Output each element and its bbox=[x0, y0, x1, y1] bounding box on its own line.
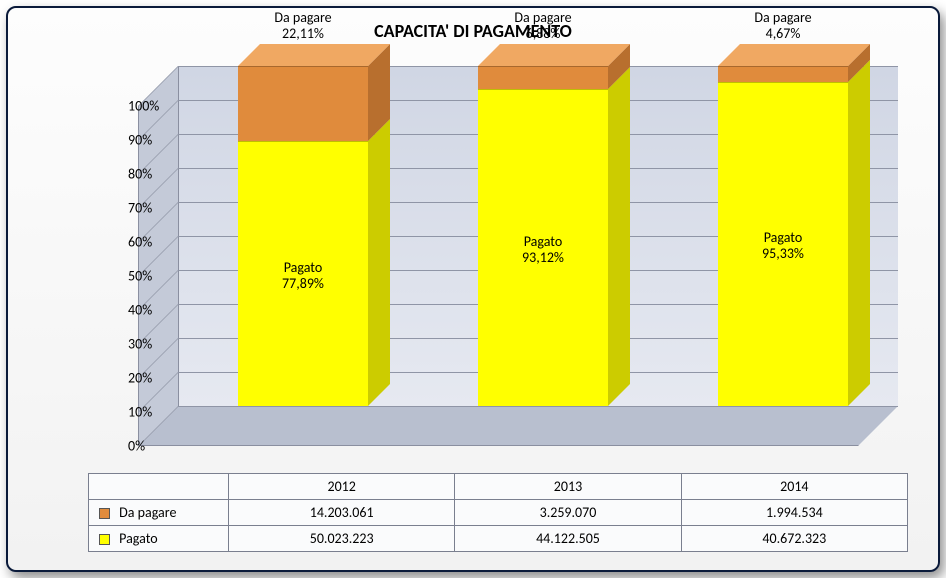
bar-segment-side bbox=[368, 119, 390, 406]
cell-pagato-2013: 44.122.505 bbox=[455, 526, 681, 552]
table-col-2014: 2014 bbox=[681, 474, 907, 500]
cell-da-pagare-2013: 3.259.070 bbox=[455, 500, 681, 526]
bar-segment-top bbox=[718, 44, 870, 66]
table-row-pagato: Pagato 50.023.223 44.122.505 40.672.323 bbox=[89, 526, 908, 552]
bar-segment-top bbox=[478, 44, 630, 66]
bar-segment bbox=[478, 66, 608, 89]
gridline bbox=[178, 406, 898, 407]
chart-container: CAPACITA' DI PAGAMENTO 0%10%20%30%40%50%… bbox=[6, 6, 940, 572]
table-row-da-pagare: Da pagare 14.203.061 3.259.070 1.994.534 bbox=[89, 500, 908, 526]
bar-segment-top bbox=[238, 44, 390, 66]
cell-da-pagare-2012: 14.203.061 bbox=[229, 500, 455, 526]
bar-segment bbox=[478, 89, 608, 406]
bar-group: Pagato77,89%Da pagare22,11% bbox=[238, 66, 368, 406]
cell-da-pagare-2014: 1.994.534 bbox=[681, 500, 907, 526]
cell-pagato-2014: 40.672.323 bbox=[681, 526, 907, 552]
swatch-pagato bbox=[99, 534, 110, 545]
legend-pagato: Pagato bbox=[89, 526, 229, 552]
table-corner-cell bbox=[89, 474, 229, 500]
bar-segment-side bbox=[848, 60, 870, 406]
bar-segment bbox=[718, 82, 848, 406]
table-header-row: 2012 2013 2014 bbox=[89, 474, 908, 500]
bar-group: Pagato93,12%Da pagare6,88% bbox=[478, 66, 608, 406]
legend-label-da-pagare: Da pagare bbox=[119, 504, 176, 521]
bar-segment bbox=[238, 66, 368, 141]
legend-label-pagato: Pagato bbox=[119, 530, 157, 547]
bars-layer: Pagato77,89%Da pagare22,11% Pagato93,12%D… bbox=[178, 66, 898, 406]
bar-segment-side bbox=[608, 67, 630, 406]
chart-title: CAPACITA' DI PAGAMENTO bbox=[8, 20, 938, 42]
table-col-2013: 2013 bbox=[455, 474, 681, 500]
bar-group: Pagato95,33%Da pagare4,67% bbox=[718, 66, 848, 406]
legend-da-pagare: Da pagare bbox=[89, 500, 229, 526]
data-table: 2012 2013 2014 Da pagare 14.203.061 3.25… bbox=[88, 473, 908, 552]
bar-segment bbox=[718, 66, 848, 82]
swatch-da-pagare bbox=[99, 508, 110, 519]
bar-segment bbox=[238, 141, 368, 406]
plot-floor bbox=[138, 406, 898, 446]
table-col-2012: 2012 bbox=[229, 474, 455, 500]
cell-pagato-2012: 50.023.223 bbox=[229, 526, 455, 552]
plot-area: 0%10%20%30%40%50%60%70%80%90%100% Pagato… bbox=[138, 66, 898, 466]
